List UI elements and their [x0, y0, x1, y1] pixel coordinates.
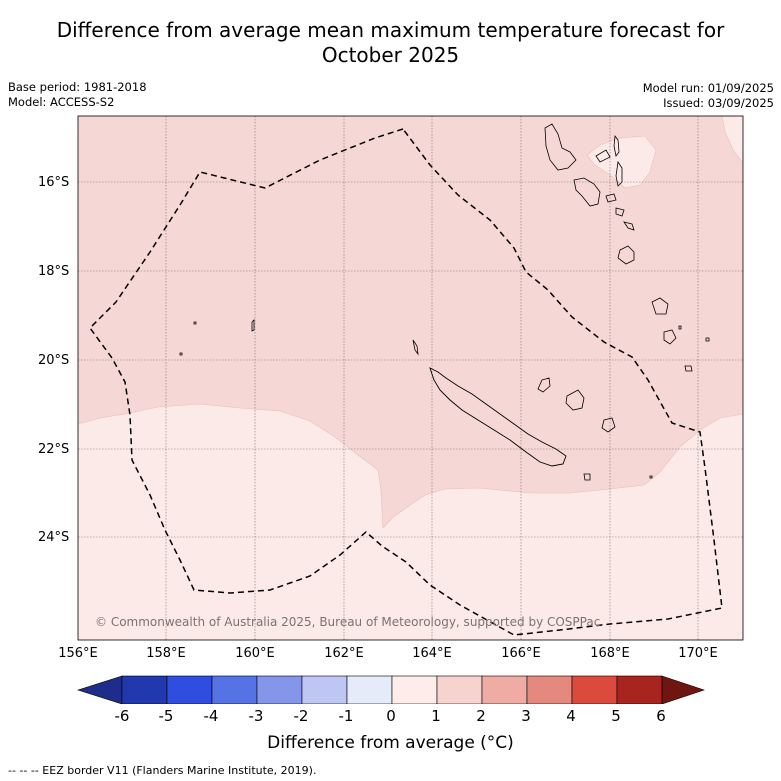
colorbar-segment	[436, 675, 483, 704]
lon-label-158e: 158°E	[146, 646, 186, 661]
lon-label-160e: 160°E	[235, 646, 275, 661]
island-ambae	[595, 149, 611, 163]
colorbar-tick: -3	[248, 707, 264, 725]
colorbar-segment	[211, 675, 258, 704]
island-reef-a	[193, 321, 197, 325]
island-isle-of-pines	[583, 473, 591, 481]
island-pentecost	[615, 160, 623, 187]
colorbar	[77, 675, 705, 704]
colorbar-tick: -6	[114, 707, 130, 725]
island-loyalty-lifou	[565, 389, 585, 411]
colorbar-segment	[481, 675, 528, 704]
lon-label-164e: 164°E	[412, 646, 452, 661]
colorbar-tick: 1	[431, 707, 441, 725]
colorbar-extend-high	[661, 675, 705, 704]
island-malakula	[573, 177, 601, 207]
island-hunter	[649, 475, 653, 479]
colorbar-segment	[166, 675, 213, 704]
colorbar-segment	[526, 675, 573, 704]
island-aniwa	[678, 325, 682, 330]
colorbar-tick: 6	[656, 707, 666, 725]
lon-label-170e: 170°E	[678, 646, 718, 661]
colorbar-tick: -4	[203, 707, 219, 725]
lon-label-156e: 156°E	[58, 646, 98, 661]
colorbar-segment	[346, 675, 393, 704]
colorbar-tick: -1	[338, 707, 354, 725]
lat-label-22s: 22°S	[38, 442, 70, 457]
model-name: Model: ACCESS-S2	[8, 95, 115, 109]
eez-border	[89, 128, 723, 636]
colorbar-tick: 2	[476, 707, 486, 725]
island-shepherds	[623, 221, 635, 231]
island-futuna	[705, 337, 710, 342]
island-new-caledonia	[429, 367, 567, 467]
colorbar-extend-low	[77, 675, 123, 704]
gridlines	[78, 116, 743, 640]
island-loyalty-mare	[601, 417, 616, 433]
island-maewo	[613, 134, 620, 157]
model-run: Model run: 01/09/2025	[642, 81, 774, 95]
meta-right: Model run: 01/09/2025 Issued: 03/09/2025	[643, 81, 774, 111]
anomaly-region-low	[78, 403, 743, 640]
lat-label-20s: 20°S	[38, 353, 70, 368]
island-loyalty-ouvea	[537, 377, 551, 393]
lat-label-16s: 16°S	[38, 175, 70, 190]
colorbar-tick: 3	[521, 707, 531, 725]
chart-title: Difference from average mean maximum tem…	[0, 18, 781, 68]
island-aneityum	[684, 365, 693, 372]
colorbar-label: Difference from average (°C)	[267, 733, 514, 753]
lon-label-162e: 162°E	[324, 646, 364, 661]
colorbar-tick: 4	[566, 707, 576, 725]
meta-left: Base period: 1981-2018 Model: ACCESS-S2	[8, 80, 147, 110]
lat-label-18s: 18°S	[38, 264, 70, 279]
map-frame	[77, 115, 744, 641]
island-tanna	[663, 329, 677, 345]
colorbar-tick: 5	[611, 707, 621, 725]
colorbar-segment	[256, 675, 303, 704]
colorbar-tick: -5	[158, 707, 174, 725]
island-ambrym	[605, 193, 617, 203]
colorbar-segment	[571, 675, 618, 704]
title-line-2: October 2025	[321, 43, 460, 67]
anomaly-patch-corner	[721, 116, 743, 164]
lat-label-24s: 24°S	[38, 530, 70, 545]
base-period: Base period: 1981-2018	[8, 80, 147, 94]
eez-legend-note: -- -- -- EEZ border V11 (Flanders Marine…	[8, 764, 317, 777]
island-efate	[617, 245, 635, 265]
lon-label-168e: 168°E	[590, 646, 630, 661]
island-epi	[615, 207, 625, 217]
colorbar-segment	[301, 675, 348, 704]
island-belep	[412, 339, 419, 356]
colorbar-tick: -2	[293, 707, 309, 725]
copyright-notice: © Commonwealth of Australia 2025, Bureau…	[95, 615, 601, 629]
island-reef-b	[179, 352, 183, 356]
title-line-1: Difference from average mean maximum tem…	[56, 18, 725, 42]
island-espiritu-santo	[544, 123, 577, 171]
island-chesterfield	[251, 319, 255, 332]
colorbar-segment	[616, 675, 663, 704]
colorbar-segment	[391, 675, 438, 704]
issued-date: Issued: 03/09/2025	[663, 96, 774, 110]
lon-label-166e: 166°E	[501, 646, 541, 661]
colorbar-tick: 0	[386, 707, 396, 725]
colorbar-segment	[121, 675, 168, 704]
island-erromango	[651, 297, 669, 315]
anomaly-patch-north	[586, 135, 657, 189]
